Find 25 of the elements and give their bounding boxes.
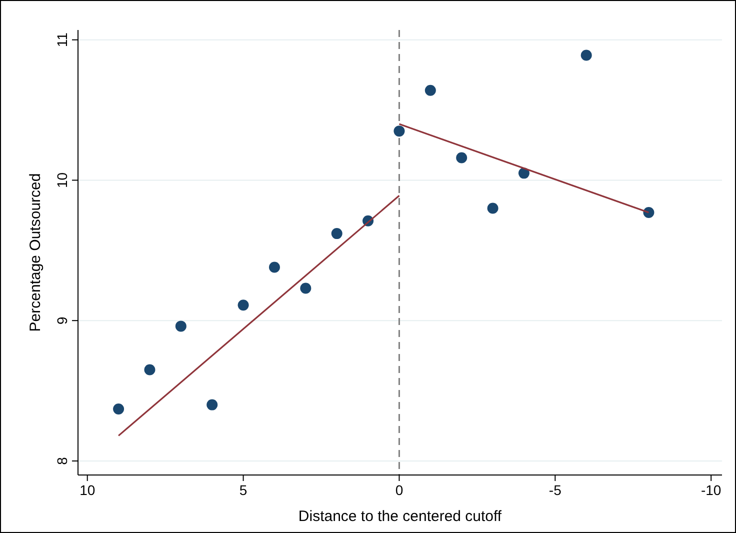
y-tick-label: 8	[54, 456, 70, 465]
x-tick-label: 10	[80, 482, 96, 498]
point	[424, 84, 436, 96]
point	[394, 126, 405, 137]
y-axis-title: Percentage Outsourced	[27, 173, 44, 332]
y-tick-label: 11	[54, 32, 70, 48]
x-tick-label: 5	[239, 482, 248, 498]
point	[487, 202, 498, 214]
point	[238, 300, 249, 311]
point	[175, 320, 186, 332]
point	[268, 262, 280, 273]
point	[456, 152, 468, 164]
point	[643, 206, 654, 218]
x-tick-label: -5	[548, 482, 562, 498]
point	[331, 228, 342, 240]
y-tick-label: 9	[54, 316, 70, 324]
x-axis-title: Distance to the centered cutoff	[298, 508, 502, 525]
point	[113, 404, 124, 415]
x-tick-label: -10	[700, 482, 722, 498]
point	[580, 50, 592, 61]
point	[144, 364, 156, 376]
point	[206, 399, 218, 410]
x-tick-label: 0	[395, 482, 404, 498]
y-tick-label: 10	[54, 172, 70, 188]
point	[300, 282, 312, 294]
